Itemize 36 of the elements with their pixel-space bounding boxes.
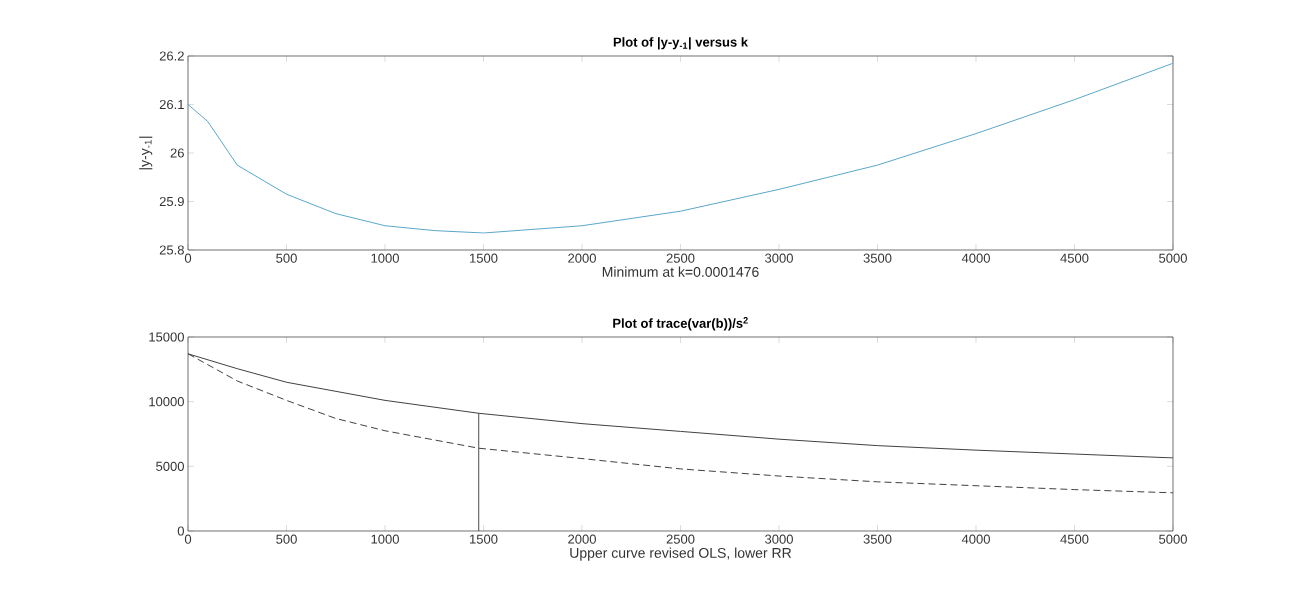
y-tick-label: 25.8	[159, 245, 184, 255]
x-tick-label: 3000	[765, 534, 793, 544]
y-tick-label: 25.9	[159, 196, 184, 207]
chart-title: Plot of |y-y$_{-1}$| versus k	[613, 37, 749, 50]
x-tick-label: 3500	[863, 253, 892, 263]
x-tick-label: 1000	[371, 253, 399, 263]
x-tick-label: 0	[184, 253, 192, 263]
x-tick-label: 500	[276, 534, 297, 544]
y-tick-label: 0	[177, 526, 184, 536]
y-tick-label: 10000	[149, 397, 184, 407]
chart-title: Plot of trace(var(b))/s$^{2}$	[613, 317, 748, 331]
x-tick-label: 2500	[666, 534, 695, 544]
x-tick-label: 2000	[568, 253, 596, 263]
x-tick-label: 2000	[568, 534, 596, 544]
x-tick-label: 2500	[666, 253, 695, 263]
x-tick-label: 3500	[863, 534, 892, 544]
y-tick-label: 26	[170, 148, 184, 158]
x-tick-label: 4000	[961, 534, 990, 544]
x-tick-label: 5000	[1159, 253, 1187, 263]
x-tick-label: 1500	[470, 534, 498, 544]
x-tick-label: 4000	[961, 253, 990, 263]
x-axis-title: Upper curve revised OLS, lower RR	[570, 547, 792, 561]
x-tick-label: 4500	[1060, 253, 1089, 263]
x-tick-label: 3000	[765, 253, 793, 263]
x-tick-label: 1000	[371, 534, 399, 544]
y-tick-label: 5000	[156, 461, 184, 471]
y-axis-title: |y-y$_{-1}$|	[139, 136, 153, 170]
x-tick-label: 4500	[1060, 534, 1089, 544]
x-tick-label: 0	[184, 534, 192, 544]
x-tick-label: 5000	[1159, 534, 1187, 544]
y-tick-label: 26.2	[159, 51, 184, 61]
x-tick-label: 1500	[470, 253, 498, 263]
y-tick-label: 26.1	[159, 99, 184, 110]
y-tick-label: 15000	[149, 332, 184, 342]
x-axis-title: Minimum at k=0.0001476	[602, 266, 759, 277]
x-tick-label: 500	[276, 253, 297, 263]
